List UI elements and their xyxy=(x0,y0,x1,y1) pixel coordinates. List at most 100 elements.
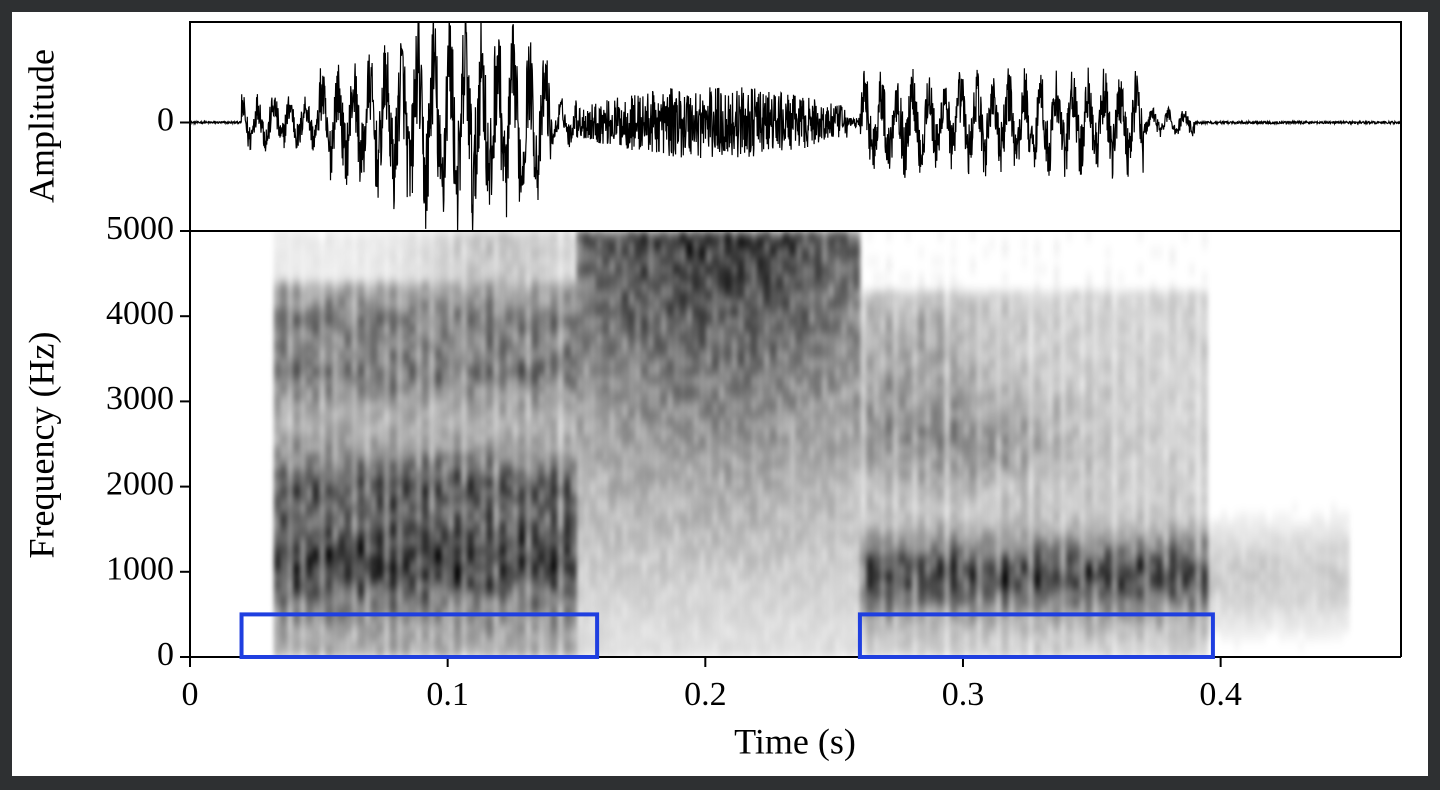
spectrogram-cell xyxy=(338,239,346,249)
spectrogram-cell xyxy=(518,520,526,530)
spectrogram-cell xyxy=(434,486,442,496)
spectrogram-cell xyxy=(396,418,403,428)
spectrogram-cell xyxy=(344,375,352,385)
spectrogram-cell xyxy=(666,427,674,436)
spectrogram-cell xyxy=(660,512,668,522)
spectrogram-cell xyxy=(898,401,906,411)
spectrogram-cell xyxy=(795,537,803,547)
spectrogram-cell xyxy=(905,409,912,419)
spectrogram-cell xyxy=(428,248,436,257)
spectrogram-cell xyxy=(827,546,835,556)
spectrogram-cell xyxy=(692,452,700,462)
spectrogram-cell xyxy=(866,444,874,453)
spectrogram-cell xyxy=(879,341,887,351)
spectrogram-cell xyxy=(473,461,481,470)
spectrogram-cell xyxy=(653,597,661,607)
spectrogram-cell xyxy=(795,571,803,581)
spectrogram-cell xyxy=(563,529,571,539)
spectrogram-cell xyxy=(525,324,532,334)
spectrogram-cell xyxy=(537,520,545,530)
spectrogram-cell xyxy=(525,605,532,615)
spectrogram-cell xyxy=(351,597,358,607)
spectrogram-cell xyxy=(544,444,552,453)
spectrogram-cell xyxy=(769,384,777,394)
spectrogram-cell xyxy=(769,409,777,419)
spectrogram-cell xyxy=(318,495,326,505)
spectrogram-cell xyxy=(486,435,494,445)
spectrogram-cell xyxy=(396,231,403,240)
spectrogram-cell xyxy=(293,461,300,470)
spectrogram-cell xyxy=(827,333,835,343)
spectrogram-cell xyxy=(409,341,416,351)
spectrogram-cell xyxy=(563,409,571,419)
spectrogram-cell xyxy=(673,622,680,632)
spectrogram-cell xyxy=(769,469,777,479)
spectrogram-cell xyxy=(447,435,455,445)
spectrogram-cell xyxy=(525,640,532,649)
spectrogram-cell xyxy=(679,495,687,505)
spectrogram-cell xyxy=(789,307,796,317)
spectrogram-cell xyxy=(492,597,500,607)
spectrogram-cell xyxy=(286,486,294,496)
spectrogram-cell xyxy=(892,469,899,479)
spectrogram-cell xyxy=(518,427,526,436)
spectrogram-cell xyxy=(557,231,565,240)
spectrogram-cell xyxy=(892,307,899,317)
spectrogram-cell xyxy=(376,461,384,470)
spectrogram-cell xyxy=(615,358,622,368)
spectrogram-cell xyxy=(376,563,384,573)
spectrogram-cell xyxy=(711,435,719,445)
spectrogram-cell xyxy=(531,341,539,351)
spectrogram-cell xyxy=(286,307,294,317)
spectrogram-cell xyxy=(744,486,751,496)
spectrogram-cell xyxy=(370,239,378,249)
spectrogram-cell xyxy=(499,469,507,479)
spectrogram-cell xyxy=(589,503,597,513)
spectrogram-cell xyxy=(363,640,371,649)
spectrogram-cell xyxy=(286,367,294,377)
spectrogram-cell xyxy=(840,248,848,257)
spectrogram-cell xyxy=(866,588,874,598)
spectrogram-cell xyxy=(454,239,461,249)
spectrogram-cell xyxy=(634,367,642,377)
spectrogram-cell xyxy=(479,384,487,394)
spectrogram-cell xyxy=(460,512,468,522)
spectrogram-cell xyxy=(454,554,461,564)
spectrogram-cell xyxy=(892,392,899,402)
spectrogram-cell xyxy=(434,640,442,649)
spectrogram-cell xyxy=(338,418,346,428)
spectrogram-cell xyxy=(299,316,307,326)
spectrogram-cell xyxy=(434,495,442,505)
spectrogram-cell xyxy=(544,614,552,624)
spectrogram-cell xyxy=(525,614,532,624)
spectrogram-cell xyxy=(447,495,455,505)
spectrogram-cell xyxy=(492,299,500,309)
spectrogram-cell xyxy=(312,554,320,564)
spectrogram-cell xyxy=(905,614,912,624)
spectrogram-cell xyxy=(634,350,642,360)
spectrogram-cell xyxy=(840,631,848,641)
spectrogram-cell xyxy=(801,640,809,649)
spectrogram-cell xyxy=(737,580,745,590)
spectrogram-cell xyxy=(396,333,403,343)
spectrogram-cell xyxy=(847,341,854,351)
spectrogram-cell xyxy=(486,239,494,249)
spectrogram-cell xyxy=(731,324,738,334)
spectrogram-cell xyxy=(434,248,442,257)
spectrogram-cell xyxy=(467,529,474,539)
spectrogram-cell xyxy=(795,384,803,394)
spectrogram-cell xyxy=(866,350,874,360)
spectrogram-cell xyxy=(312,648,320,657)
spectrogram-cell xyxy=(750,341,758,351)
spectrogram-cell xyxy=(421,333,429,343)
spectrogram-cell xyxy=(821,588,829,598)
spectrogram-cell xyxy=(428,239,436,249)
spectrogram-cell xyxy=(911,605,919,615)
spectrogram-cell xyxy=(892,631,899,641)
spectrogram-cell xyxy=(814,588,822,598)
spectrogram-cell xyxy=(563,469,571,479)
spectrogram-cell xyxy=(351,452,358,462)
spectrogram-cell xyxy=(744,231,751,240)
spectrogram-cell xyxy=(756,478,764,488)
spectrogram-cell xyxy=(782,640,790,649)
